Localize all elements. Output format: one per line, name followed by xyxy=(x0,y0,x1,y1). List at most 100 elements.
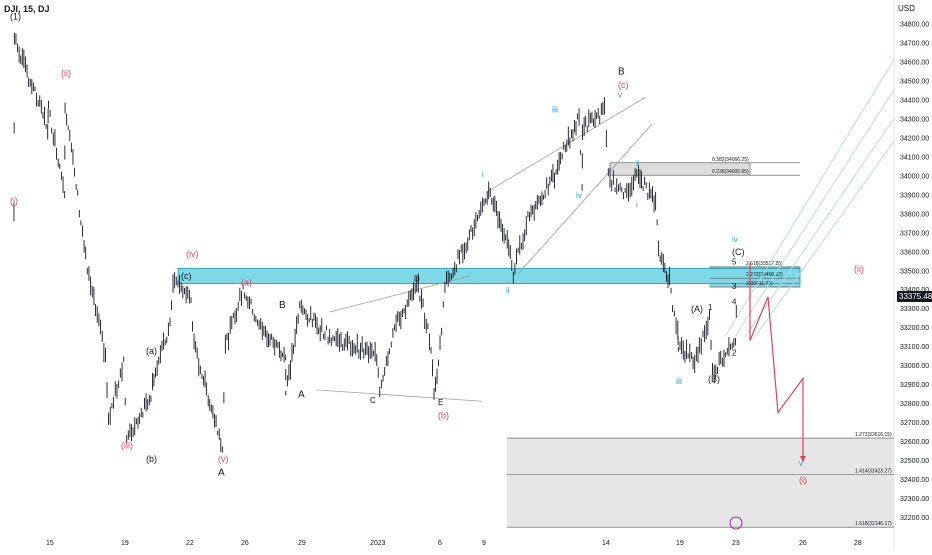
wave-label: ii xyxy=(636,159,640,168)
wave-label: 3 xyxy=(732,282,737,291)
fan-line xyxy=(744,118,895,337)
wave-label: iv xyxy=(576,191,582,200)
y-tick-label: 34400.00 xyxy=(900,97,929,104)
y-tick-label: 32200.00 xyxy=(900,515,929,522)
y-tick-label: 33900.00 xyxy=(900,192,929,199)
wave-label: A xyxy=(218,467,225,478)
x-tick-label: 26 xyxy=(799,540,807,547)
wave-label: 5 xyxy=(732,258,737,267)
fib-label: 2(33411.73) xyxy=(746,281,773,287)
wave-label: (B) xyxy=(708,374,720,384)
y-tick-label: 33700.00 xyxy=(900,230,929,237)
y-tick-label: 33300.00 xyxy=(900,306,929,313)
fib-label: 1.272(32616.15) xyxy=(855,432,892,438)
wave-label: v xyxy=(799,459,803,468)
fib-label: 1.618(32146.17) xyxy=(855,521,892,527)
wave-label: (ii) xyxy=(854,264,864,274)
y-tick-label: 32600.00 xyxy=(900,439,929,446)
projection-path xyxy=(749,262,804,462)
wave-label: iii xyxy=(552,105,558,115)
y-tick-label: 32400.00 xyxy=(900,477,929,484)
event-marker-icon xyxy=(729,516,743,530)
wave-label: 1 xyxy=(708,303,713,312)
x-tick-label: 23 xyxy=(732,540,740,547)
y-tick-label: 32500.00 xyxy=(900,458,929,465)
y-tick-label: 32300.00 xyxy=(900,496,929,503)
projection-arrowhead xyxy=(800,455,806,462)
y-tick-label: 33600.00 xyxy=(900,249,929,256)
x-tick-label: 9 xyxy=(482,540,486,547)
wave-label: iii xyxy=(676,376,682,386)
y-tick-label: 34600.00 xyxy=(900,59,929,66)
wave-label: (i) xyxy=(799,475,807,485)
y-tick-label: 34800.00 xyxy=(900,21,929,28)
wave-label: (ii) xyxy=(61,69,71,79)
x-tick-label: 2023 xyxy=(370,540,386,547)
fib-label: 0.236(34000.65) xyxy=(712,169,749,175)
y-tick-label: 32800.00 xyxy=(900,401,929,408)
y-tick-label: 34300.00 xyxy=(900,116,929,123)
fan-line xyxy=(724,59,895,337)
x-tick-label: 15 xyxy=(46,540,54,547)
fib-zone-lower xyxy=(507,438,894,528)
x-tick-label: 26 xyxy=(241,540,249,547)
y-tick-label: 32700.00 xyxy=(900,420,929,427)
y-tick-label: 34100.00 xyxy=(900,154,929,161)
y-tick-label: 33200.00 xyxy=(900,325,929,332)
currency-label: USD xyxy=(898,4,915,13)
wave-label: (i) xyxy=(10,196,18,206)
fib-label: 1.414(32423.27) xyxy=(855,469,892,475)
y-tick-label: 34000.00 xyxy=(900,173,929,180)
fib-label: 0.382(34066.25) xyxy=(712,157,749,163)
wave-label: (b) xyxy=(438,410,449,420)
wave-label: A xyxy=(298,389,305,400)
wave-label: 2 xyxy=(732,349,737,358)
wave-label: B xyxy=(618,67,625,78)
wave-label: (v) xyxy=(218,454,229,464)
channel-line xyxy=(517,123,653,275)
wave-label: (a) xyxy=(241,277,252,287)
price-bars xyxy=(13,33,737,453)
wave-label: iv xyxy=(732,235,738,244)
wave-label: v xyxy=(618,91,622,100)
wave-label: ii xyxy=(506,286,510,295)
y-tick-label: 34200.00 xyxy=(900,135,929,142)
wave-label: (iv) xyxy=(186,249,199,259)
last-price-tag: 33375.48 xyxy=(897,291,932,302)
y-tick-label: 33000.00 xyxy=(900,363,929,370)
y-tick-label: 33500.00 xyxy=(900,268,929,275)
fib-label: 2.618(33517.25) xyxy=(746,261,783,267)
wave-label: (b) xyxy=(146,454,157,464)
wave-label: i xyxy=(482,170,484,179)
x-tick-label: 22 xyxy=(186,540,194,547)
wave-label: (a) xyxy=(146,346,157,356)
y-tick-label: 34500.00 xyxy=(900,78,929,85)
wave-label: D xyxy=(414,275,420,284)
x-tick-label: 28 xyxy=(854,540,862,547)
channel-line xyxy=(315,389,483,402)
x-tick-label: 29 xyxy=(298,540,306,547)
wave-label: E xyxy=(438,398,443,407)
x-tick-label: 19 xyxy=(676,540,684,547)
symbol-label: DJI, 15, DJ xyxy=(4,4,50,14)
wave-label: (c) xyxy=(618,80,629,90)
x-tick-label: 14 xyxy=(602,540,610,547)
fan-line xyxy=(754,140,895,337)
wave-label: (A) xyxy=(691,304,703,314)
y-tick-label: 33800.00 xyxy=(900,211,929,218)
wave-label: (1) xyxy=(10,12,21,22)
wave-label: B xyxy=(279,300,286,311)
fib-label: 2.272(33458.22) xyxy=(746,272,783,278)
y-tick-label: 33100.00 xyxy=(900,344,929,351)
y-tick-label: 33400.00 xyxy=(900,287,929,294)
resistance-zone-label: (c) xyxy=(181,271,192,281)
wave-label: (C) xyxy=(732,247,745,257)
wave-label: i xyxy=(636,201,638,210)
x-tick-label: 19 xyxy=(121,540,129,547)
wave-label: 4 xyxy=(732,297,737,306)
y-tick-label: 32900.00 xyxy=(900,382,929,389)
x-tick-label: 6 xyxy=(438,540,442,547)
wave-label: (iii) xyxy=(121,441,133,451)
